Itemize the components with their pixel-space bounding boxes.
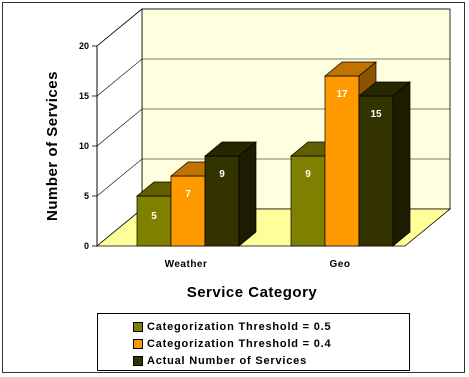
y-tick-label: 10 (79, 141, 89, 151)
bar-front (324, 75, 360, 247)
legend-item: Categorization Threshold = 0.5 (133, 318, 409, 335)
bar-front (290, 155, 326, 247)
x-tick-label: Weather (165, 259, 208, 270)
chart-legend: Categorization Threshold = 0.5 Categoriza… (97, 313, 410, 371)
legend-label: Actual Number of Services (147, 354, 307, 367)
gridline (96, 58, 450, 97)
legend-label: Categorization Threshold = 0.4 (147, 337, 332, 350)
data-label: 9 (219, 169, 225, 180)
y-axis-title: Number of Services (44, 71, 61, 221)
legend-label: Categorization Threshold = 0.5 (147, 320, 332, 333)
y-tick-label: 20 (79, 41, 89, 51)
legend-item: Categorization Threshold = 0.4 (133, 335, 409, 352)
bar-front (170, 175, 206, 247)
legend-item: Actual Number of Services (133, 352, 409, 369)
x-tick-label: Geo (330, 259, 351, 270)
data-label: 17 (336, 89, 348, 100)
data-label: 9 (305, 169, 311, 180)
bar-side (392, 81, 411, 247)
bar: 9 (204, 141, 257, 247)
bar: 15 (358, 81, 411, 247)
y-tick-label: 15 (79, 91, 89, 101)
y-tick-label: 5 (84, 191, 89, 201)
data-label: 15 (370, 109, 382, 120)
x-axis-title: Service Category (187, 284, 318, 301)
bar-side (238, 141, 257, 247)
legend-swatch (133, 355, 143, 366)
y-tick-label: 0 (84, 241, 89, 251)
bar-front (136, 195, 172, 247)
gridline (96, 8, 450, 47)
bar-front (358, 95, 394, 247)
data-label: 5 (151, 211, 157, 222)
data-label: 7 (185, 189, 191, 200)
legend-swatch (133, 338, 143, 349)
legend-swatch (133, 321, 143, 332)
